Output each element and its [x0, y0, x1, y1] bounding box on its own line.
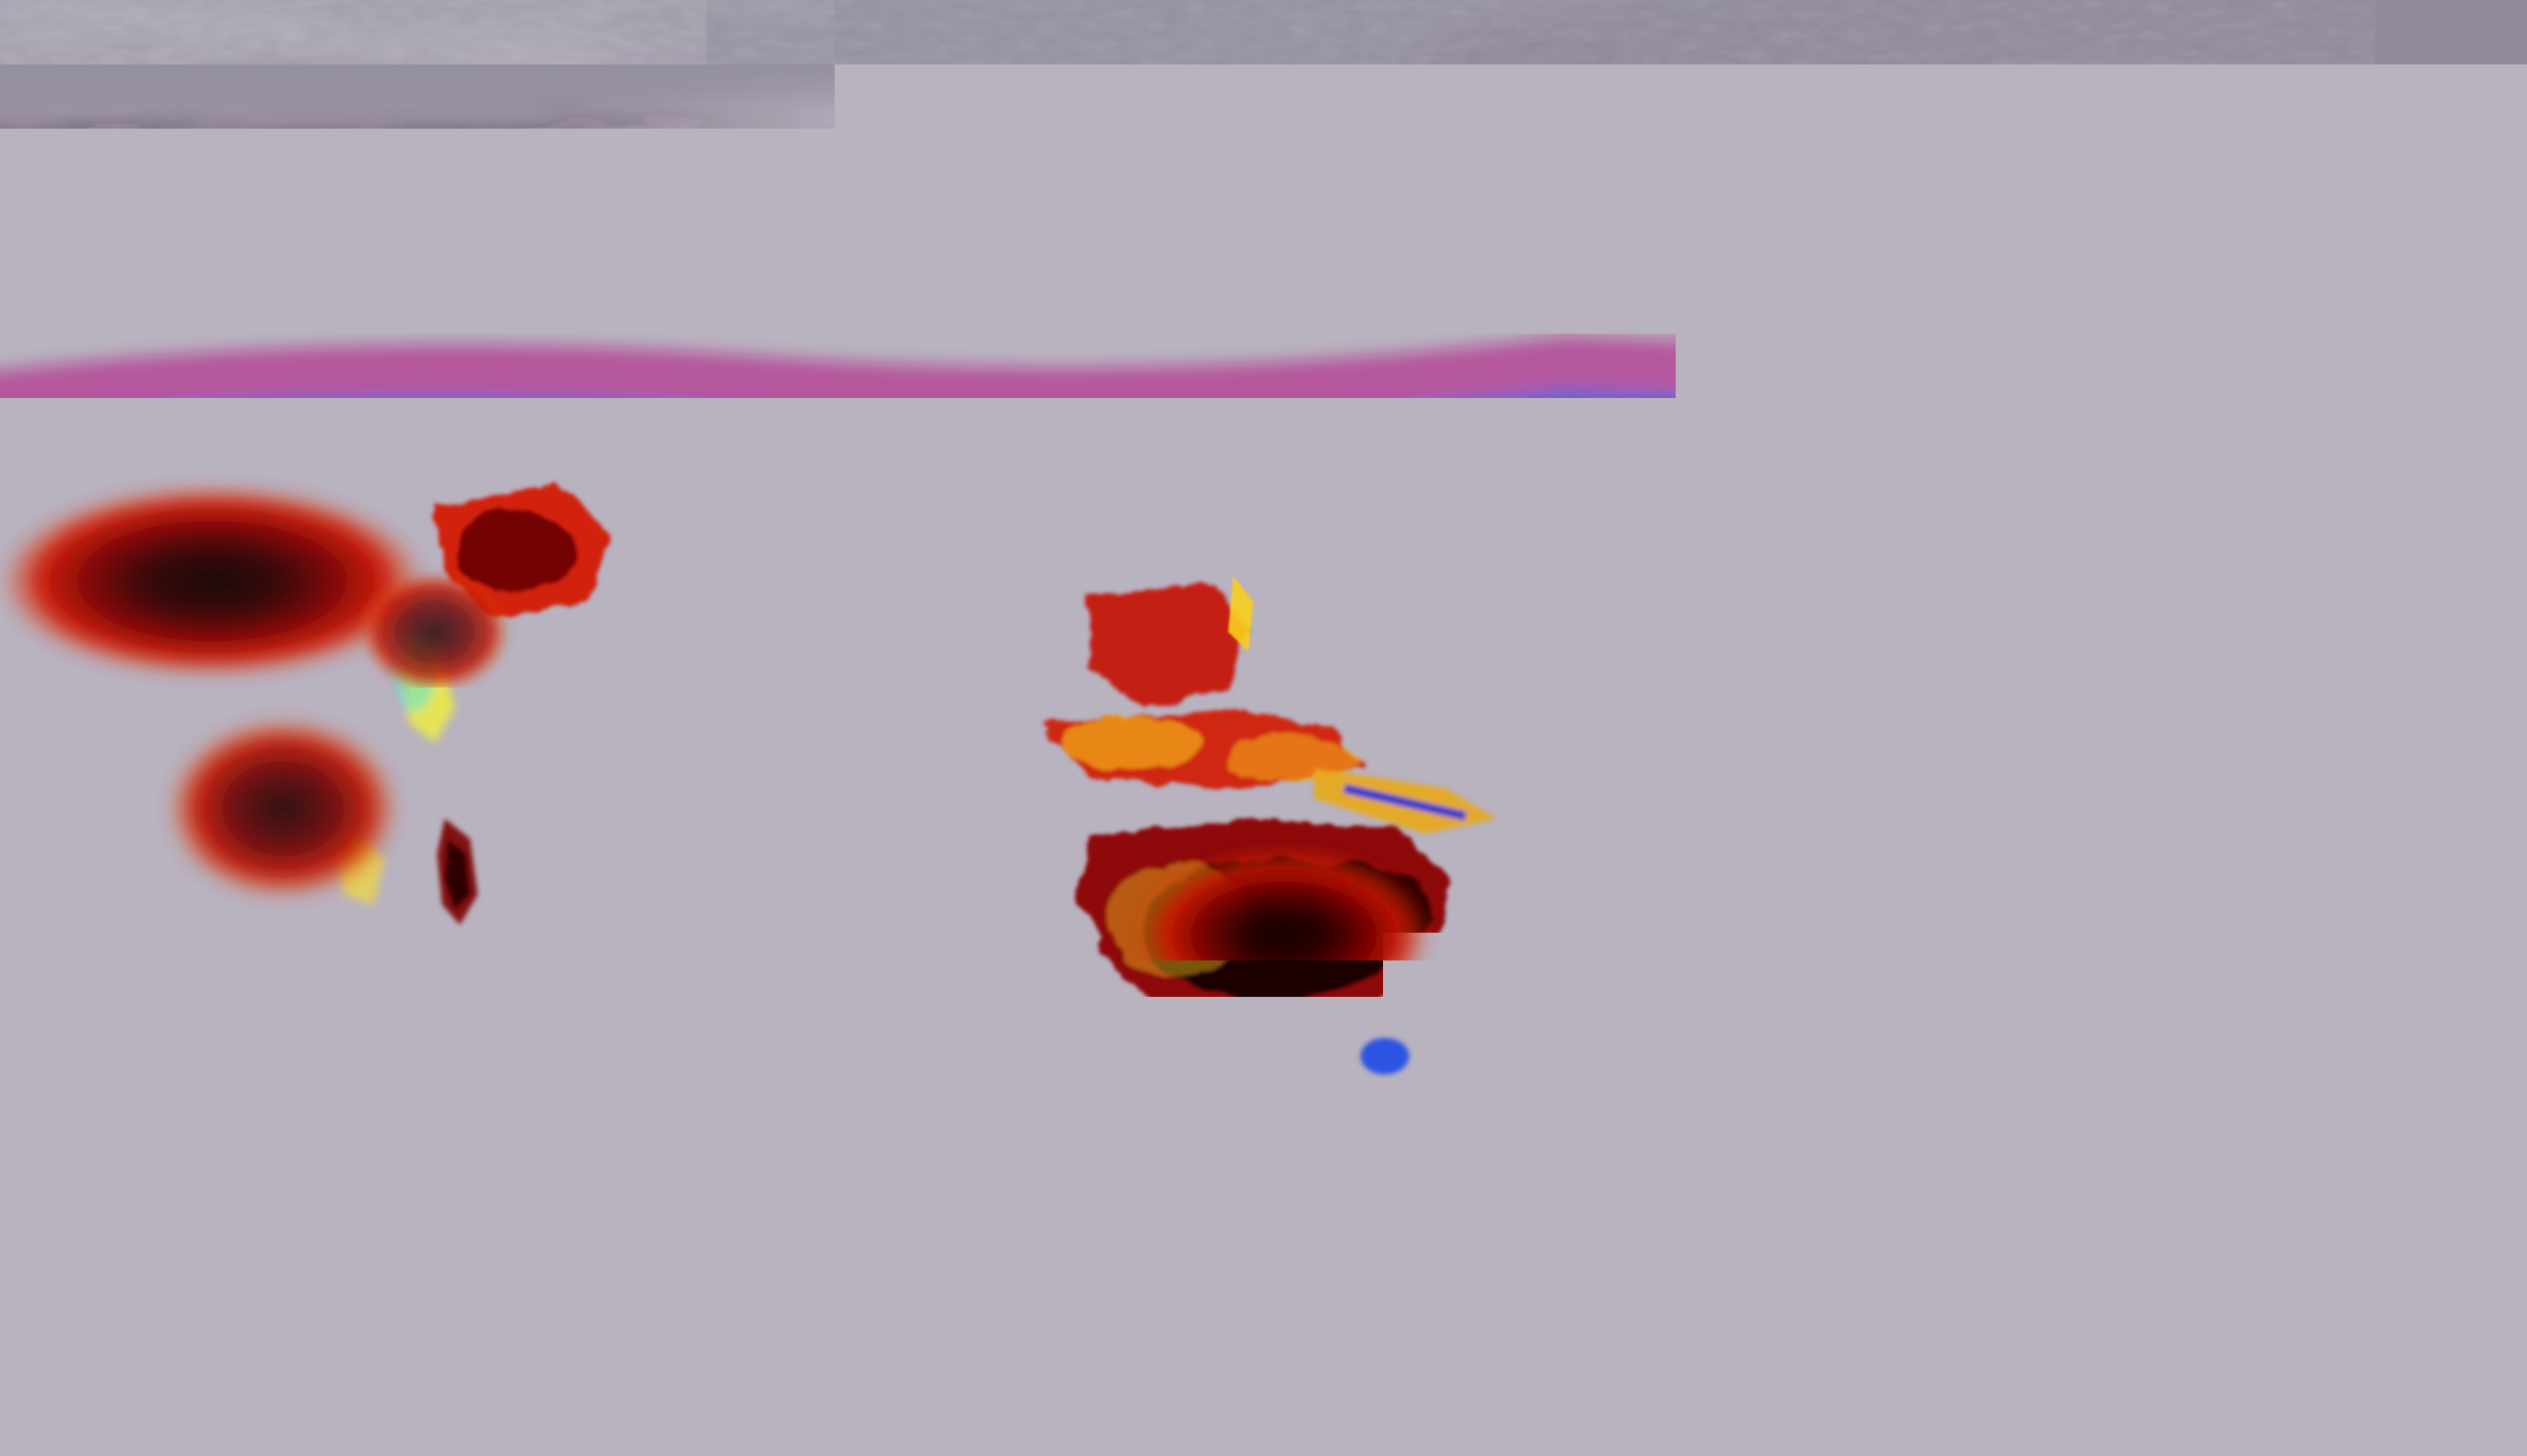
field-grain	[0, 0, 2527, 1456]
global-temperature-heatmap	[0, 0, 2527, 1456]
temperature-map-canvas: Global Surface Air Temperature equirecta…	[0, 0, 2527, 1456]
